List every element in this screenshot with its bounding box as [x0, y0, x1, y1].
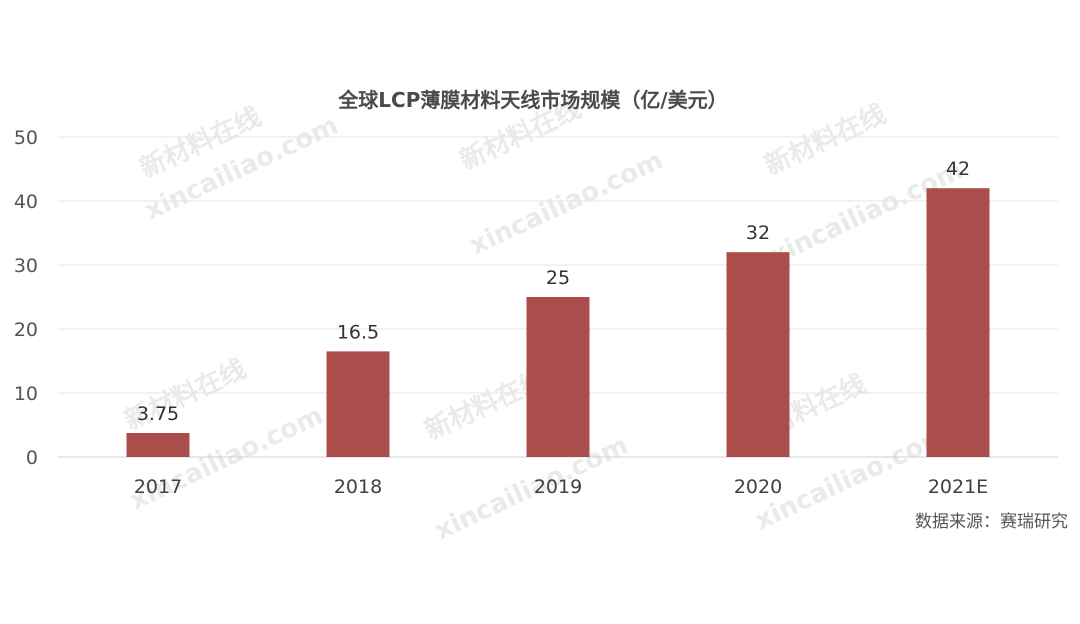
bar	[126, 433, 190, 457]
bar	[326, 351, 390, 457]
watermark-text: 新材料在线	[760, 98, 891, 181]
y-tick-label: 30	[14, 255, 38, 277]
bar	[926, 188, 990, 457]
y-tick-label: 10	[14, 383, 38, 405]
data-label: 3.75	[137, 403, 179, 425]
x-tick-label: 2017	[134, 476, 182, 498]
data-label: 32	[746, 222, 770, 244]
bar	[526, 297, 590, 457]
y-tick-label: 40	[14, 191, 38, 213]
y-tick-label: 0	[26, 447, 38, 469]
data-label: 42	[946, 158, 970, 180]
source-note: 数据来源：赛瑞研究	[915, 511, 1068, 532]
y-tick-label: 50	[14, 127, 38, 149]
x-tick-label: 2019	[534, 476, 582, 498]
x-tick-label: 2020	[734, 476, 782, 498]
chart-title: 全球LCP薄膜材料天线市场规模（亿/美元）	[337, 88, 727, 112]
x-tick-label: 2018	[334, 476, 382, 498]
data-label: 16.5	[337, 321, 379, 343]
x-tick-label: 2021E	[928, 476, 988, 498]
data-label: 25	[546, 267, 570, 289]
x-axis: 2017 2018 2019 2020 2021E	[134, 476, 988, 498]
data-labels: 3.75 16.5 25 32 42	[137, 158, 970, 425]
bar	[726, 252, 790, 457]
y-axis: 0 10 20 30 40 50	[14, 127, 38, 469]
y-tick-label: 20	[14, 319, 38, 341]
bars	[126, 188, 990, 457]
